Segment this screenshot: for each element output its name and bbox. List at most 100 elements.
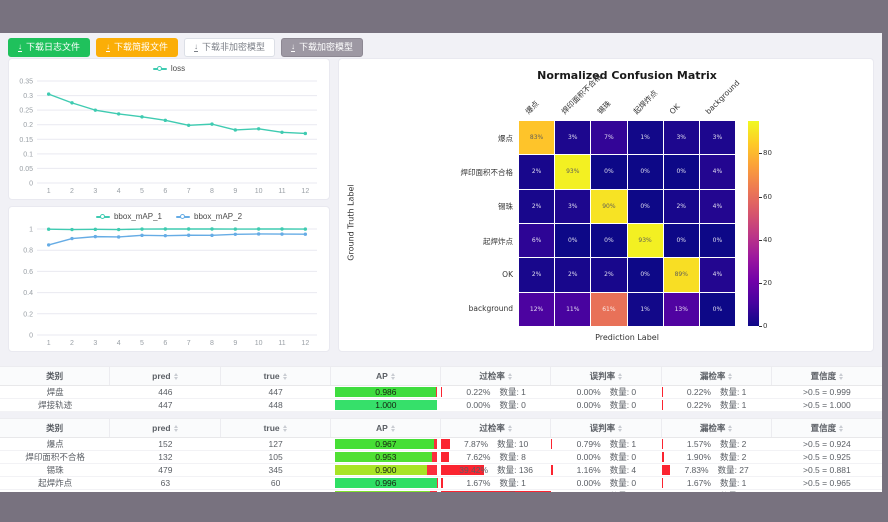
rate-cell: 7.87% 数量: 10 bbox=[441, 438, 551, 450]
class-cell: OK bbox=[0, 490, 110, 492]
rate-percent: 1.90% bbox=[686, 452, 711, 462]
rate-cell: 0.00% 数量: 0 bbox=[551, 490, 661, 492]
rate-cell: 0.00% 数量: 0 bbox=[662, 490, 772, 492]
sort-asc-caret bbox=[839, 424, 844, 428]
sort-icon[interactable] bbox=[728, 424, 733, 432]
ap-bar: 0.929 bbox=[334, 491, 437, 492]
sort-desc-caret bbox=[282, 376, 287, 380]
svg-text:0.3: 0.3 bbox=[23, 93, 33, 100]
pred-cell: 132 bbox=[158, 452, 173, 462]
sort-asc-caret bbox=[282, 372, 287, 376]
sort-icon[interactable] bbox=[728, 372, 733, 380]
sort-icon[interactable] bbox=[173, 424, 178, 432]
pred-cell: 446 bbox=[158, 387, 173, 397]
sort-icon[interactable] bbox=[618, 424, 623, 432]
rate-text: 0.22% 数量: 1 bbox=[687, 399, 747, 411]
colorbar-tick-mark bbox=[759, 153, 762, 155]
svg-text:0: 0 bbox=[29, 181, 33, 188]
matrix-cell: 1% bbox=[627, 121, 663, 155]
rate-cell: 1.16% 数量: 4 bbox=[551, 464, 661, 476]
column-header-true[interactable]: true bbox=[221, 419, 331, 437]
colorbar-tick-label: 20 bbox=[763, 278, 772, 287]
confidence-cell: >0.5 = 0.881 bbox=[803, 465, 851, 475]
ap-bar: 0.967 bbox=[334, 439, 437, 449]
sort-icon[interactable] bbox=[390, 424, 395, 432]
download-encrypted-model-button[interactable]: ↓ 下载加密模型 bbox=[281, 38, 364, 57]
column-header-误判率[interactable]: 误判率 bbox=[551, 419, 662, 437]
column-header-置信度[interactable]: 置信度 bbox=[772, 367, 882, 385]
true-cell: 345 bbox=[268, 465, 283, 475]
svg-text:0.4: 0.4 bbox=[23, 290, 33, 297]
sort-asc-caret bbox=[728, 372, 733, 376]
rate-percent: 0.00% bbox=[576, 478, 601, 488]
ap-bar-fill bbox=[334, 387, 436, 397]
sort-desc-caret bbox=[839, 376, 844, 380]
column-header-true[interactable]: true bbox=[221, 367, 331, 385]
legend-item-bbox_mAP_1[interactable]: bbox_mAP_1 bbox=[95, 212, 162, 221]
matrix-column-label: 起焊炸点 bbox=[631, 88, 660, 116]
column-header-置信度[interactable]: 置信度 bbox=[772, 419, 882, 437]
column-header-label: 置信度 bbox=[810, 371, 837, 381]
matrix-cell: 0% bbox=[699, 223, 735, 258]
sort-icon[interactable] bbox=[839, 372, 844, 380]
matrix-cell: 90% bbox=[591, 189, 627, 223]
rate-percent: 0.00% bbox=[576, 387, 601, 397]
confidence-cell: >0.5 = 0.940 bbox=[772, 490, 882, 492]
column-header-过检率[interactable]: 过检率 bbox=[441, 367, 552, 385]
column-header-label: 漏检率 bbox=[699, 423, 726, 433]
column-header-漏检率[interactable]: 漏检率 bbox=[662, 419, 772, 437]
loss-line-chart: 00.050.10.150.20.250.30.351 2 3 4 5 6 7 8 9 10 11 1… bbox=[19, 79, 317, 195]
ap-bar-remainder bbox=[429, 491, 437, 492]
sort-desc-caret bbox=[282, 428, 287, 432]
rate-text: 117.00% 数量: 117 bbox=[458, 490, 535, 492]
rate-count: 数量: 27 bbox=[717, 465, 749, 475]
rate-count: 数量: 0 bbox=[610, 490, 636, 492]
column-header-过检率[interactable]: 过检率 bbox=[441, 419, 552, 437]
table-row: 焊印面积不合格 132 105 0.953 7.62% 数量: 8 0.00% 数量: 0 1.… bbox=[0, 451, 882, 464]
column-header-误判率[interactable]: 误判率 bbox=[551, 367, 662, 385]
sort-asc-caret bbox=[728, 424, 733, 428]
download-unencrypted-model-button[interactable]: ↓ 下载非加密模型 bbox=[184, 38, 276, 57]
sort-icon[interactable] bbox=[839, 424, 844, 432]
map-chart-panel: bbox_mAP_1 bbox_mAP_2 0 0.2 0.4 0.6 0.8 1 1 2 3 4 5… bbox=[8, 206, 330, 352]
rate-text: 7.83% 数量: 27 bbox=[684, 464, 748, 476]
legend-item-bbox_mAP_2[interactable]: bbox_mAP_2 bbox=[176, 212, 242, 221]
rate-count: 数量: 4 bbox=[609, 465, 637, 475]
colorbar-tick-label: 40 bbox=[763, 235, 772, 244]
column-header-漏检率[interactable]: 漏检率 bbox=[662, 367, 772, 385]
sort-icon[interactable] bbox=[282, 372, 287, 380]
sort-icon[interactable] bbox=[390, 372, 395, 380]
legend-marker bbox=[176, 213, 190, 219]
confusion-matrix-panel: Normalized Confusion Matrix Ground Truth… bbox=[338, 58, 874, 352]
sort-icon[interactable] bbox=[282, 424, 287, 432]
sort-icon[interactable] bbox=[173, 372, 178, 380]
svg-text:10: 10 bbox=[255, 340, 263, 347]
svg-text:8: 8 bbox=[210, 188, 214, 195]
colorbar-tick-label: 80 bbox=[763, 149, 772, 158]
column-header-pred[interactable]: pred bbox=[110, 367, 221, 385]
rate-cell: 1.57% 数量: 2 bbox=[661, 438, 772, 450]
sort-icon[interactable] bbox=[507, 372, 512, 380]
rate-text: 0.00% 数量: 0 bbox=[577, 477, 637, 489]
matrix-row-label: 锡珠 bbox=[498, 202, 513, 212]
rate-cell: 1.90% 数量: 2 bbox=[661, 451, 772, 463]
matrix-column-label: OK bbox=[667, 101, 682, 116]
sort-icon[interactable] bbox=[507, 424, 512, 432]
rate-cell: 0.22% 数量: 1 bbox=[441, 386, 551, 398]
rate-bar bbox=[551, 439, 553, 449]
legend-item-loss[interactable]: loss bbox=[152, 64, 185, 73]
column-header-label: 误判率 bbox=[589, 371, 616, 381]
column-header-label: pred bbox=[152, 371, 171, 381]
column-header-AP[interactable]: AP bbox=[331, 367, 441, 385]
download-report-button[interactable]: ↓ 下载简报文件 bbox=[96, 38, 179, 57]
download-encrypted-model-label: 下载加密模型 bbox=[299, 42, 354, 52]
rate-percent: 0.22% bbox=[466, 387, 491, 397]
confidence-cell: >0.5 = 0.965 bbox=[803, 478, 851, 488]
matrix-cell: 3% bbox=[555, 121, 591, 155]
download-log-button[interactable]: ↓ 下载日志文件 bbox=[8, 38, 91, 57]
sort-icon[interactable] bbox=[618, 372, 623, 380]
class-cell: 焊印面积不合格 bbox=[25, 452, 85, 462]
column-header-pred[interactable]: pred bbox=[110, 419, 221, 437]
sort-asc-caret bbox=[173, 424, 178, 428]
column-header-AP[interactable]: AP bbox=[331, 419, 441, 437]
